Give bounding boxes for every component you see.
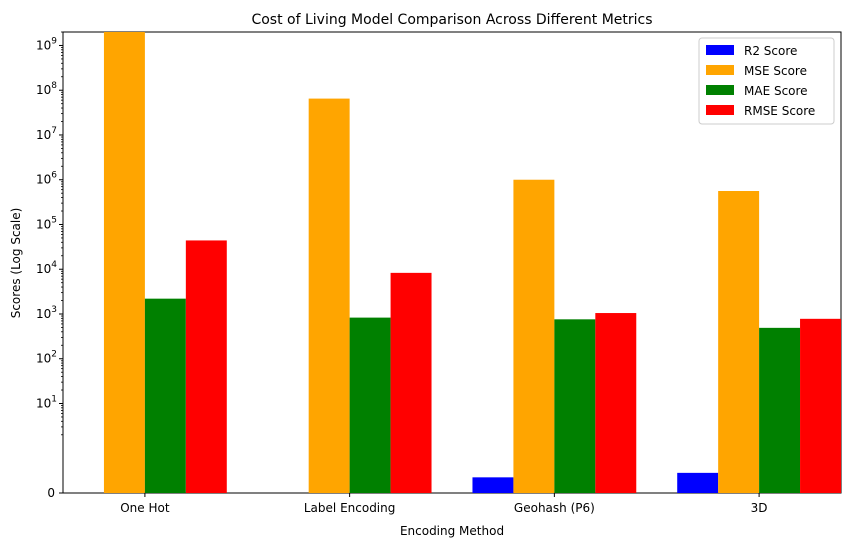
bar-mse-score-2: [513, 179, 555, 494]
y-tick-label: 107: [36, 126, 57, 142]
bar-mae-score-3: [759, 327, 801, 493]
bar-mae-score-1: [349, 317, 391, 493]
legend-label: MSE Score: [744, 64, 807, 78]
legend-label: R2 Score: [744, 44, 797, 58]
bar-mse-score-3: [718, 191, 760, 493]
legend-box: [698, 37, 835, 125]
y-tick-label: 104: [36, 260, 57, 276]
bar-mae-score-0: [144, 298, 186, 493]
x-tick-label: Geohash (P6): [514, 501, 595, 515]
bar-mse-score-0: [103, 32, 145, 493]
legend-swatch: [706, 85, 734, 95]
bar-rmse-score-1: [390, 272, 432, 493]
x-axis-label: Encoding Method: [400, 524, 504, 538]
bar-rmse-score-0: [185, 240, 227, 493]
x-tick-label: 3D: [751, 501, 768, 515]
legend-label: MAE Score: [744, 84, 808, 98]
x-tick-label: One Hot: [120, 501, 170, 515]
y-tick-label: 109: [36, 36, 57, 52]
plot-frame: [62, 31, 842, 494]
bar-rmse-score-3: [800, 318, 841, 493]
legend: R2 Score MSE Score MAE Score RMSE Score: [698, 37, 835, 125]
x-axis: One Hot Label Encoding Geohash (P6) 3D: [120, 493, 768, 515]
bar-r2-score-3: [677, 472, 719, 493]
y-axis-label: Scores (Log Scale): [9, 208, 23, 319]
bar-rmse-score-2: [595, 313, 637, 493]
bars: [103, 32, 841, 494]
y-tick-label: 101: [36, 394, 57, 410]
y-tick-label: 105: [36, 215, 57, 231]
y-tick-label: 0: [47, 486, 55, 500]
y-tick-label: 103: [36, 305, 57, 321]
legend-swatch: [706, 65, 734, 75]
bar-r2-score-2: [472, 477, 514, 493]
legend-swatch: [706, 105, 734, 115]
bar-mse-score-1: [308, 98, 350, 493]
y-axis: 0 101 102 103 104 105 106 107 108 109: [36, 31, 63, 500]
y-tick-label: 108: [36, 81, 57, 97]
plot-area: [62, 31, 842, 494]
chart-title: Cost of Living Model Comparison Across D…: [251, 12, 652, 28]
x-tick-label: Label Encoding: [304, 501, 396, 515]
y-tick-label: 102: [36, 350, 57, 366]
y-tick-label: 106: [36, 171, 57, 187]
legend-swatch: [706, 45, 734, 55]
bar-mae-score-2: [554, 319, 596, 493]
legend-label: RMSE Score: [744, 104, 815, 118]
